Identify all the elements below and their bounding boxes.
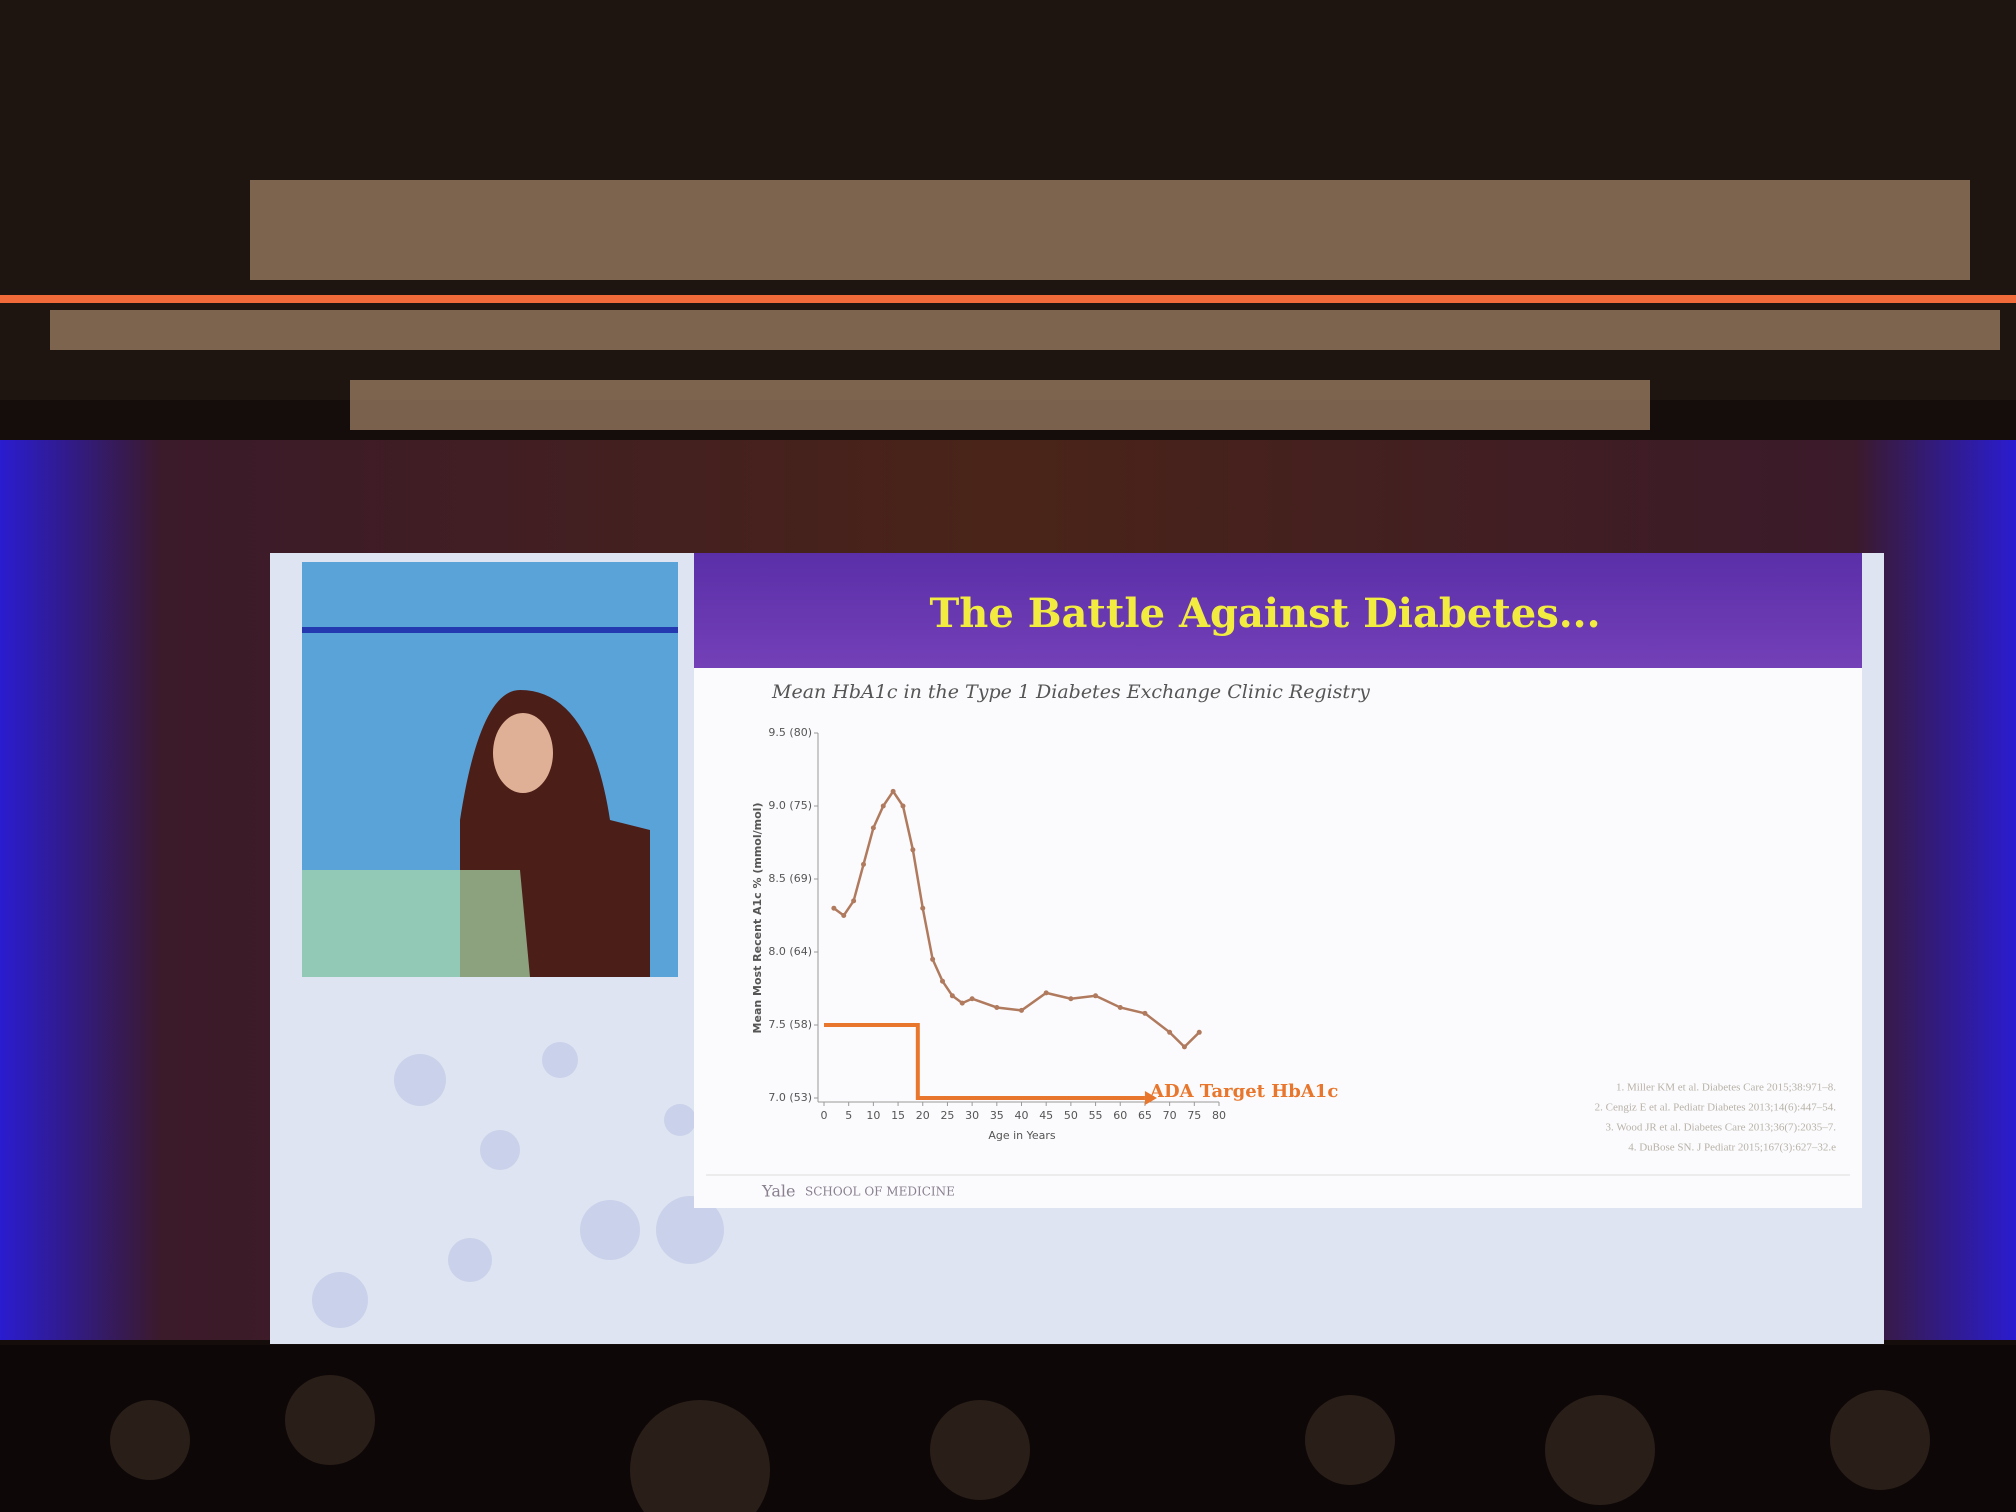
data-point <box>1093 993 1099 999</box>
y-tick-label: 8.5 (69) <box>768 872 812 885</box>
data-point <box>1142 1010 1148 1016</box>
reference: 3. Wood JR et al. Diabetes Care 2013;36(… <box>1606 1122 1837 1134</box>
video-stripe <box>302 627 678 633</box>
data-point <box>831 905 837 911</box>
target-line <box>824 1023 1145 1100</box>
slide-header <box>694 553 1862 668</box>
data-point <box>851 898 857 904</box>
ceiling-panels <box>50 180 2000 430</box>
x-tick-label: 30 <box>965 1109 979 1122</box>
data-point <box>969 996 975 1002</box>
data-point <box>994 1004 1000 1010</box>
x-tick-label: 80 <box>1212 1109 1226 1122</box>
x-tick-label: 25 <box>940 1109 954 1122</box>
data-point <box>890 788 896 794</box>
x-tick-label: 65 <box>1138 1109 1152 1122</box>
data-point <box>1181 1044 1187 1050</box>
data-point <box>949 993 955 999</box>
references: 1. Miller KM et al. Diabetes Care 2015;3… <box>1595 1082 1837 1154</box>
footer-name: Yale <box>761 1182 795 1201</box>
data-point <box>841 913 847 918</box>
audience-heads <box>110 1375 1930 1512</box>
x-axis-label: Age in Years <box>988 1129 1056 1142</box>
data-point <box>900 803 906 809</box>
x-tick-label: 15 <box>891 1109 905 1122</box>
data-point <box>1068 996 1074 1002</box>
x-tick-label: 40 <box>1015 1109 1029 1122</box>
x-tick-label: 75 <box>1187 1109 1201 1122</box>
x-tick-label: 45 <box>1039 1109 1053 1122</box>
x-tick-label: 20 <box>916 1109 930 1122</box>
x-tick-label: 70 <box>1163 1109 1177 1122</box>
data-point <box>959 1000 965 1006</box>
y-tick-label: 7.0 (53) <box>768 1091 812 1104</box>
data-point <box>940 978 945 984</box>
y-axis-label: Mean Most Recent A1c % (mmol/mol) <box>751 803 764 1034</box>
reference: 4. DuBose SN. J Pediatr 2015;167(3):627–… <box>1628 1142 1836 1154</box>
y-tick-label: 9.5 (80) <box>768 726 812 739</box>
data-point <box>880 803 886 809</box>
data-point <box>920 905 926 911</box>
data-point <box>1117 1004 1123 1010</box>
lectern <box>302 870 530 977</box>
data-point <box>1167 1029 1173 1035</box>
y-tick-label: 9.0 (75) <box>768 799 812 812</box>
x-tick-label: 0 <box>821 1109 828 1122</box>
x-tick-label: 50 <box>1064 1109 1078 1122</box>
y-tick-label: 7.5 (58) <box>768 1018 812 1031</box>
data-point <box>1196 1029 1202 1035</box>
slide-title: The Battle Against Diabetes... <box>929 590 1600 637</box>
y-tick-label: 8.0 (64) <box>768 945 812 958</box>
x-tick-label: 60 <box>1113 1109 1127 1122</box>
molecule-decor <box>312 1042 724 1328</box>
data-point <box>1043 990 1049 996</box>
footer-school: SCHOOL OF MEDICINE <box>805 1185 955 1199</box>
data-point <box>861 861 866 867</box>
data-point <box>870 825 876 831</box>
data-point <box>930 956 936 962</box>
reference: 2. Cengiz E et al. Pediatr Diabetes 2013… <box>1595 1102 1837 1114</box>
data-point <box>1019 1007 1024 1013</box>
chart-subtitle: Mean HbA1c in the Type 1 Diabetes Exchan… <box>771 681 1370 703</box>
target-arrowhead <box>1144 1091 1157 1105</box>
speaker-face <box>493 713 553 793</box>
x-tick-label: 5 <box>845 1109 852 1122</box>
x-tick-label: 55 <box>1089 1109 1103 1122</box>
target-label: ADA Target HbA1c <box>1149 1081 1338 1102</box>
x-tick-label: 10 <box>866 1109 880 1122</box>
x-tick-label: 35 <box>990 1109 1004 1122</box>
data-point <box>910 847 916 853</box>
reference: 1. Miller KM et al. Diabetes Care 2015;3… <box>1616 1082 1836 1094</box>
light-strip <box>0 295 2016 303</box>
